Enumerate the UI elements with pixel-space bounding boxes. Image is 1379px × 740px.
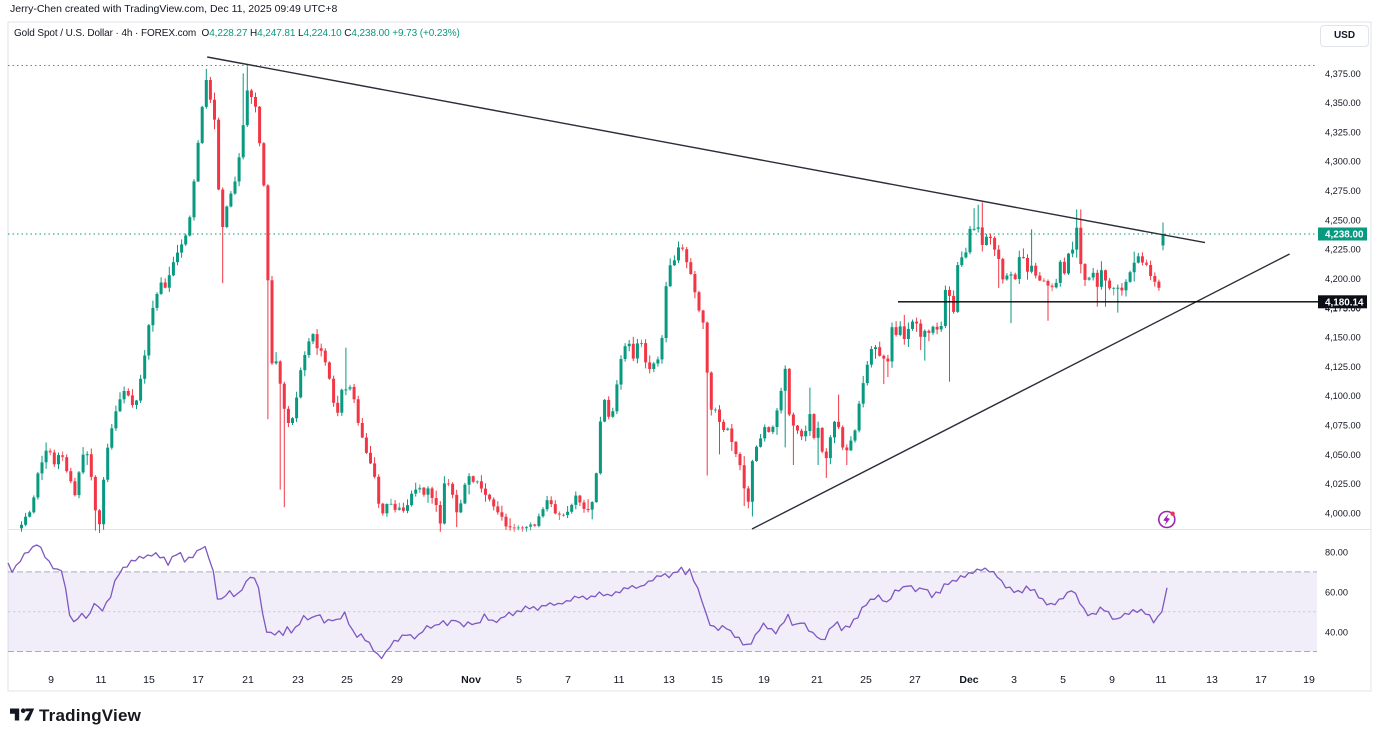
svg-text:4,275.00: 4,275.00 (1325, 186, 1361, 196)
svg-text:27: 27 (909, 674, 921, 686)
svg-text:23: 23 (292, 674, 304, 686)
svg-text:19: 19 (1303, 674, 1315, 686)
svg-text:80.00: 80.00 (1325, 548, 1348, 558)
svg-text:4,125.00: 4,125.00 (1325, 362, 1361, 372)
svg-text:17: 17 (1255, 674, 1267, 686)
svg-text:13: 13 (663, 674, 675, 686)
svg-text:7: 7 (565, 674, 571, 686)
svg-text:29: 29 (391, 674, 403, 686)
svg-text:21: 21 (242, 674, 254, 686)
svg-text:15: 15 (143, 674, 155, 686)
svg-text:4,200.00: 4,200.00 (1325, 274, 1361, 284)
svg-text:4,325.00: 4,325.00 (1325, 127, 1361, 137)
svg-text:4,250.00: 4,250.00 (1325, 215, 1361, 225)
svg-text:4,025.00: 4,025.00 (1325, 479, 1361, 489)
svg-text:4,225.00: 4,225.00 (1325, 245, 1361, 255)
svg-text:60.00: 60.00 (1325, 588, 1348, 598)
svg-text:13: 13 (1206, 674, 1218, 686)
svg-text:Nov: Nov (461, 674, 481, 686)
svg-text:4,350.00: 4,350.00 (1325, 98, 1361, 108)
svg-text:11: 11 (614, 674, 625, 686)
svg-text:4,300.00: 4,300.00 (1325, 157, 1361, 167)
svg-text:40.00: 40.00 (1325, 627, 1348, 637)
svg-text:4,000.00: 4,000.00 (1325, 508, 1361, 518)
svg-text:Dec: Dec (959, 674, 978, 686)
svg-text:4,238.00: 4,238.00 (1325, 230, 1364, 241)
svg-text:5: 5 (1060, 674, 1066, 686)
svg-text:11: 11 (96, 674, 107, 686)
svg-text:9: 9 (1109, 674, 1115, 686)
svg-text:3: 3 (1011, 674, 1017, 686)
svg-text:4,050.00: 4,050.00 (1325, 450, 1361, 460)
svg-text:15: 15 (711, 674, 723, 686)
svg-text:4,100.00: 4,100.00 (1325, 391, 1361, 401)
svg-text:4,375.00: 4,375.00 (1325, 69, 1361, 79)
svg-text:17: 17 (192, 674, 204, 686)
svg-text:9: 9 (48, 674, 54, 686)
svg-text:11: 11 (1156, 674, 1167, 686)
svg-text:4,180.14: 4,180.14 (1325, 297, 1364, 308)
svg-text:21: 21 (811, 674, 823, 686)
svg-text:4,075.00: 4,075.00 (1325, 421, 1361, 431)
svg-text:19: 19 (758, 674, 770, 686)
svg-text:4,150.00: 4,150.00 (1325, 333, 1361, 343)
svg-text:5: 5 (516, 674, 522, 686)
svg-text:25: 25 (341, 674, 353, 686)
svg-text:25: 25 (860, 674, 872, 686)
